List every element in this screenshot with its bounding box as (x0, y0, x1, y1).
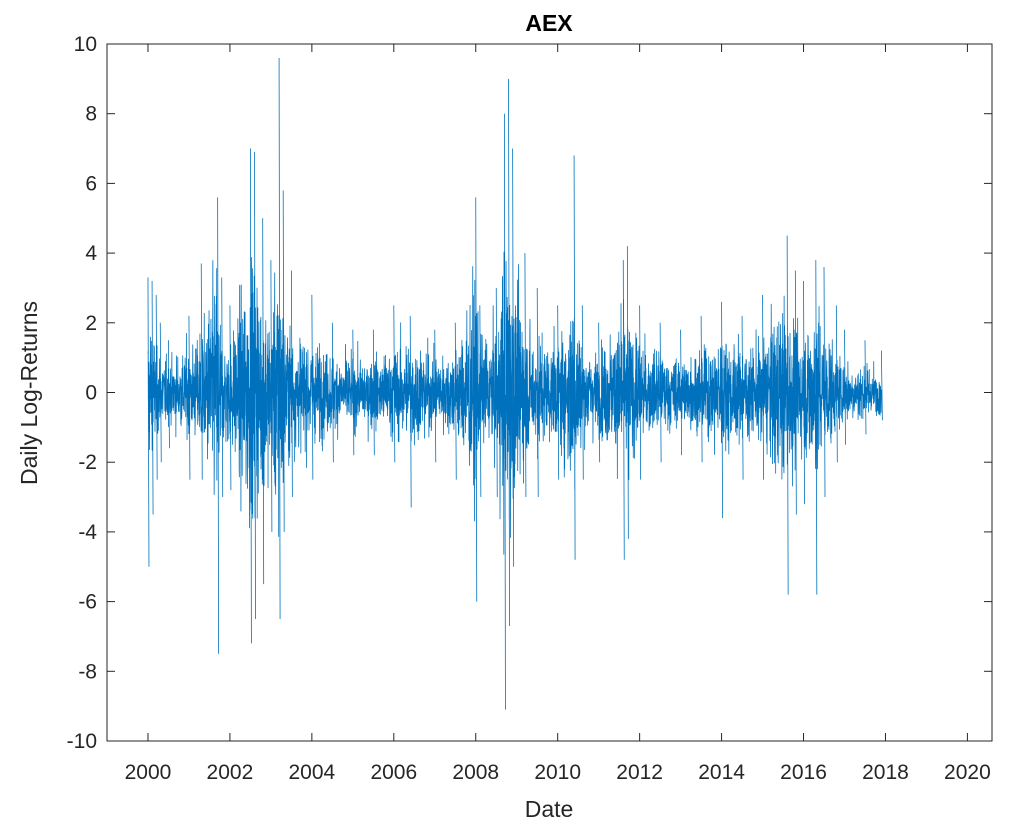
y-tick-label: -6 (78, 591, 97, 614)
x-tick-label: 2002 (207, 761, 254, 784)
x-tick-label: 2018 (862, 761, 909, 784)
series-layer (147, 57, 883, 710)
y-axis-title: Daily Log-Returns (16, 301, 42, 485)
y-tick-label: 4 (85, 242, 97, 265)
y-tick-label: 0 (85, 382, 97, 405)
y-axis: -10 -8 -6 -4 -2 0 2 4 6 8 10 (67, 33, 992, 753)
series-line (147, 57, 883, 710)
y-tick-label: -10 (67, 730, 97, 753)
x-axis-title: Date (525, 796, 574, 822)
x-tick-label: 2012 (616, 761, 663, 784)
x-axis: 2000 2002 2004 2006 2008 2010 2012 2014 2016 2018… (125, 44, 991, 784)
chart-title: AEX (525, 10, 573, 36)
y-tick-label: 8 (85, 103, 97, 126)
y-tick-label: -8 (78, 660, 97, 683)
x-tick-label: 2008 (452, 761, 499, 784)
x-tick-label: 2004 (289, 761, 336, 784)
x-tick-label: 2006 (370, 761, 417, 784)
y-tick-label: 6 (85, 172, 97, 195)
y-tick-label: -4 (78, 521, 97, 544)
y-tick-label: 2 (85, 312, 97, 335)
x-tick-label: 2014 (698, 761, 745, 784)
y-tick-label: -2 (78, 451, 97, 474)
x-tick-label: 2020 (944, 761, 991, 784)
x-tick-label: 2000 (125, 761, 172, 784)
x-tick-label: 2010 (534, 761, 581, 784)
y-tick-label: 10 (74, 33, 97, 56)
x-tick-label: 2016 (780, 761, 827, 784)
